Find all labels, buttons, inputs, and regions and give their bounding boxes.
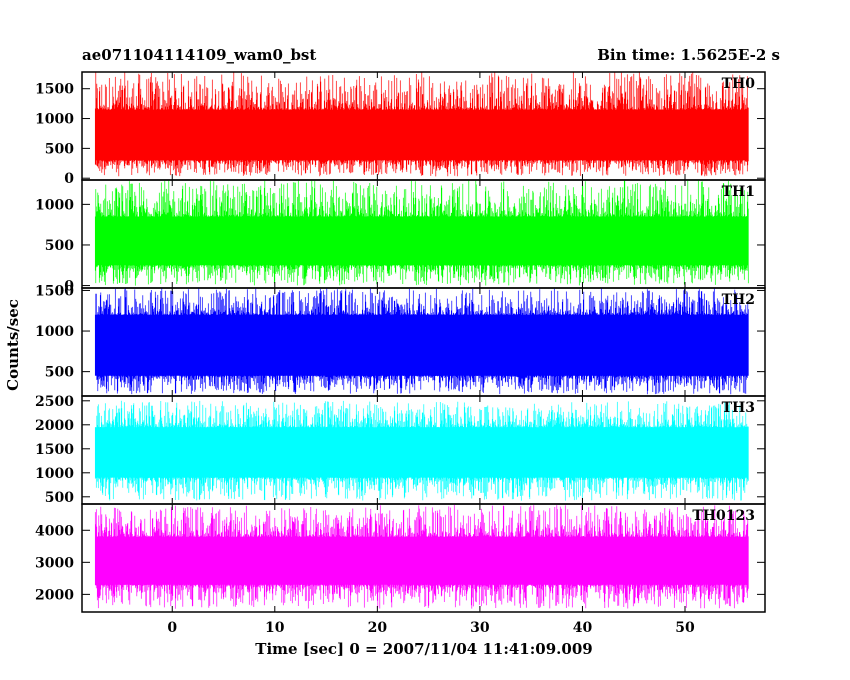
y-tick-label: 1000 [35,197,74,213]
x-axis-label: Time [sec] 0 = 2007/11/04 11:41:09.009 [255,640,592,658]
x-tick-label: 10 [265,620,285,636]
panels-group: 0 500 1000 1500 TH0 0 500 1000 TH1 500 1000 1500 TH2… [35,71,766,613]
x-tick-label: 50 [675,620,695,636]
y-tick-label: 1500 [35,82,74,98]
chart-title-left: ae071104114109_wam0_bst [82,46,316,64]
series-th3 [94,400,749,501]
y-tick-label: 1000 [35,466,74,482]
y-tick-label: 1000 [35,324,74,340]
x-tick-label: 0 [167,620,177,636]
y-tick-label: 500 [45,490,74,506]
y-tick-label: 500 [45,238,74,254]
y-tick-label: 2000 [35,418,74,434]
panel-label: TH3 [722,400,755,416]
y-tick-label: 1500 [35,283,74,299]
y-tick-label: 2000 [35,587,74,603]
x-tick-label: 30 [470,620,490,636]
x-tick-label: 40 [573,620,593,636]
x-tick-label: 20 [368,620,388,636]
y-tick-label: 2500 [35,394,74,410]
y-tick-label: 1000 [35,112,74,128]
y-tick-label: 500 [45,365,74,381]
panel-label: TH1 [722,184,755,200]
series-th0123 [94,504,749,609]
panel-th2: 500 1000 1500 TH2 [35,283,766,397]
series-th1 [94,180,749,286]
y-tick-label: 0 [64,279,74,295]
chart-title-right: Bin time: 1.5625E-2 s [597,46,780,64]
panel-label: TH2 [722,292,755,308]
panel-th0: 0 500 1000 1500 TH0 [35,71,766,187]
y-tick-label: 3000 [35,555,74,571]
y-tick-label: 1500 [35,442,74,458]
panel-label: TH0123 [692,508,755,524]
y-tick-label: 500 [45,141,74,157]
series-th0 [94,72,749,177]
y-axis-label: Counts/sec [4,299,22,391]
panel-th0123: 2000 3000 4000 TH0123 [35,503,766,613]
panel-th1: 0 500 1000 TH1 [35,179,766,295]
series-th2 [94,288,749,395]
panel-label: TH0 [722,76,756,92]
panel-frame [81,503,766,613]
x-axis: 0 10 20 30 40 50 [167,620,695,636]
y-tick-label: 4000 [35,523,74,539]
y-tick-label: 0 [64,171,74,187]
panel-th3: 500 1000 1500 2000 2500 TH3 [35,394,766,506]
